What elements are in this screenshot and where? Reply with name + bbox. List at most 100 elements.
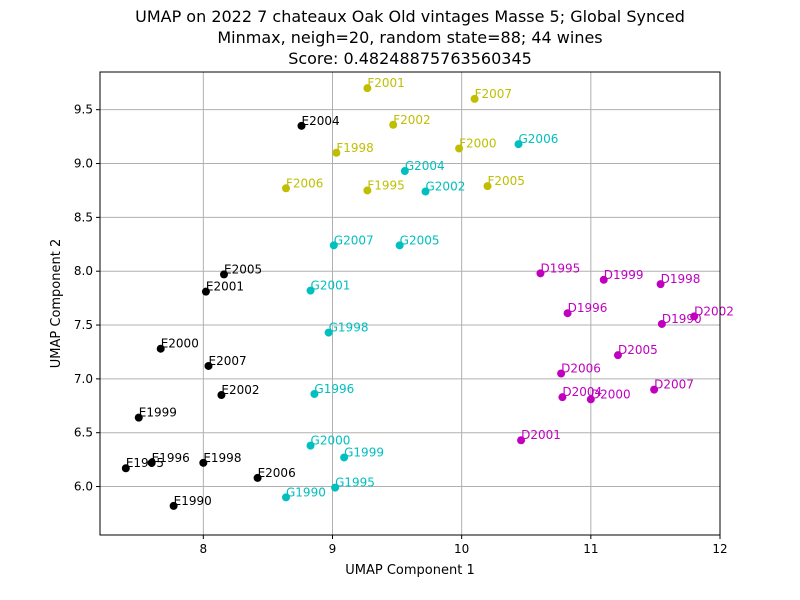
point-label: D1998 — [661, 272, 701, 286]
point-label: G1999 — [344, 445, 384, 459]
point-label: G1998 — [329, 321, 369, 335]
point-label: D2006 — [561, 361, 601, 375]
x-axis-label: UMAP Component 1 — [345, 563, 474, 578]
scatter-point — [514, 140, 523, 149]
point-label: E1998 — [203, 451, 241, 465]
scatter-point — [563, 309, 572, 318]
scatter-point — [363, 84, 372, 93]
scatter-point — [586, 395, 595, 404]
scatter-point — [455, 144, 464, 153]
point-label: E1990 — [174, 494, 212, 508]
point-label: D1999 — [604, 268, 644, 282]
scatter-point — [470, 94, 479, 103]
point-label: F2007 — [475, 87, 512, 101]
x-tick-label: 10 — [454, 542, 469, 556]
y-tick-label: 7.5 — [74, 318, 93, 332]
point-label: G1995 — [335, 476, 375, 490]
scatter-point — [690, 312, 699, 321]
x-tick-label: 8 — [200, 542, 208, 556]
y-tick-label: 6.5 — [74, 426, 93, 440]
chart-title-line-1: UMAP on 2022 7 chateaux Oak Old vintages… — [135, 7, 685, 26]
y-tick-label: 9.5 — [74, 103, 93, 117]
scatter-point — [400, 167, 409, 176]
scatter-point — [134, 413, 143, 422]
scatter-point — [199, 458, 208, 467]
point-label: E1995 — [126, 456, 164, 470]
scatter-point — [331, 483, 340, 492]
scatter-point — [169, 501, 178, 510]
plot-frame — [99, 71, 721, 536]
point-label: F1998 — [336, 141, 373, 155]
point-label: G2002 — [426, 180, 466, 194]
point-label: G2007 — [334, 233, 374, 247]
scatter-point — [204, 361, 213, 370]
scatter-point — [389, 120, 398, 129]
scatter-point — [121, 464, 130, 473]
axis-ticks: 8 9 10 11 12 6.0 6.5 7.0 7.5 8.0 8.5 9.0 9.5 — [74, 103, 728, 556]
x-tick-label: 12 — [712, 542, 727, 556]
scatter-point — [557, 369, 566, 378]
data-points: E2004 E2005 E2001 E2000 E2007 E2002 E1999 E1996… — [121, 76, 734, 510]
scatter-point — [282, 184, 290, 193]
point-label: E2002 — [221, 383, 259, 397]
point-label: D1996 — [568, 301, 608, 315]
x-tick-label: 11 — [583, 542, 598, 556]
scatter-point — [599, 275, 608, 284]
scatter-point — [324, 328, 333, 337]
point-label: G2000 — [311, 434, 351, 448]
point-label: D2001 — [521, 428, 561, 442]
point-label: E2001 — [206, 280, 244, 294]
point-label: D2000 — [591, 387, 631, 401]
scatter-point — [517, 436, 526, 445]
scatter-point — [340, 453, 349, 462]
scatter-point — [656, 280, 665, 289]
scatter-point — [558, 393, 567, 402]
point-label: E2000 — [161, 337, 199, 351]
point-label: G2001 — [311, 279, 351, 293]
scatter-point — [201, 287, 210, 296]
point-label: D2005 — [618, 343, 658, 357]
point-label: G2004 — [405, 159, 445, 173]
scatter-point — [306, 286, 315, 295]
scatter-point — [536, 269, 545, 278]
y-tick-label: 7.0 — [74, 372, 93, 386]
point-label: F1995 — [367, 178, 404, 192]
point-label: F2005 — [488, 174, 525, 188]
y-tick-label: 9.0 — [74, 157, 93, 171]
scatter-point — [306, 441, 315, 450]
point-label: D1995 — [540, 261, 580, 275]
scatter-point — [657, 319, 666, 328]
point-label: E2006 — [258, 466, 296, 480]
point-label: G1990 — [286, 485, 326, 499]
scatter-point — [650, 385, 659, 394]
point-label: E2005 — [224, 262, 262, 276]
scatter-point — [282, 493, 290, 502]
chart-title-line-3: Score: 0.48248875763560345 — [288, 49, 532, 68]
point-label: G2005 — [400, 233, 440, 247]
scatter-point — [395, 241, 404, 250]
y-tick-label: 8.0 — [74, 264, 93, 278]
scatter-point — [421, 187, 430, 196]
scatter-point — [220, 270, 228, 279]
scatter-point — [297, 121, 306, 130]
scatter-point — [329, 241, 338, 250]
point-label: E1996 — [152, 451, 190, 465]
point-label: D2002 — [694, 304, 734, 318]
point-label: F2002 — [393, 113, 430, 127]
grid-lines — [100, 72, 721, 535]
y-tick-label: 8.5 — [74, 210, 93, 224]
scatter-point — [253, 473, 262, 482]
point-label: E1999 — [139, 406, 177, 420]
point-label: F2001 — [367, 76, 404, 90]
chart-title-line-2: Minmax, neigh=20, random state=88; 44 wi… — [217, 28, 602, 47]
scatter-point — [363, 186, 372, 195]
point-label: G2006 — [519, 132, 559, 146]
scatter-point — [310, 389, 319, 398]
point-label: D2007 — [654, 378, 694, 392]
y-tick-label: 6.0 — [74, 480, 93, 494]
point-label: E2004 — [302, 114, 340, 128]
scatter-point — [147, 458, 156, 467]
scatter-point — [332, 148, 341, 157]
scatter-point — [483, 182, 492, 191]
